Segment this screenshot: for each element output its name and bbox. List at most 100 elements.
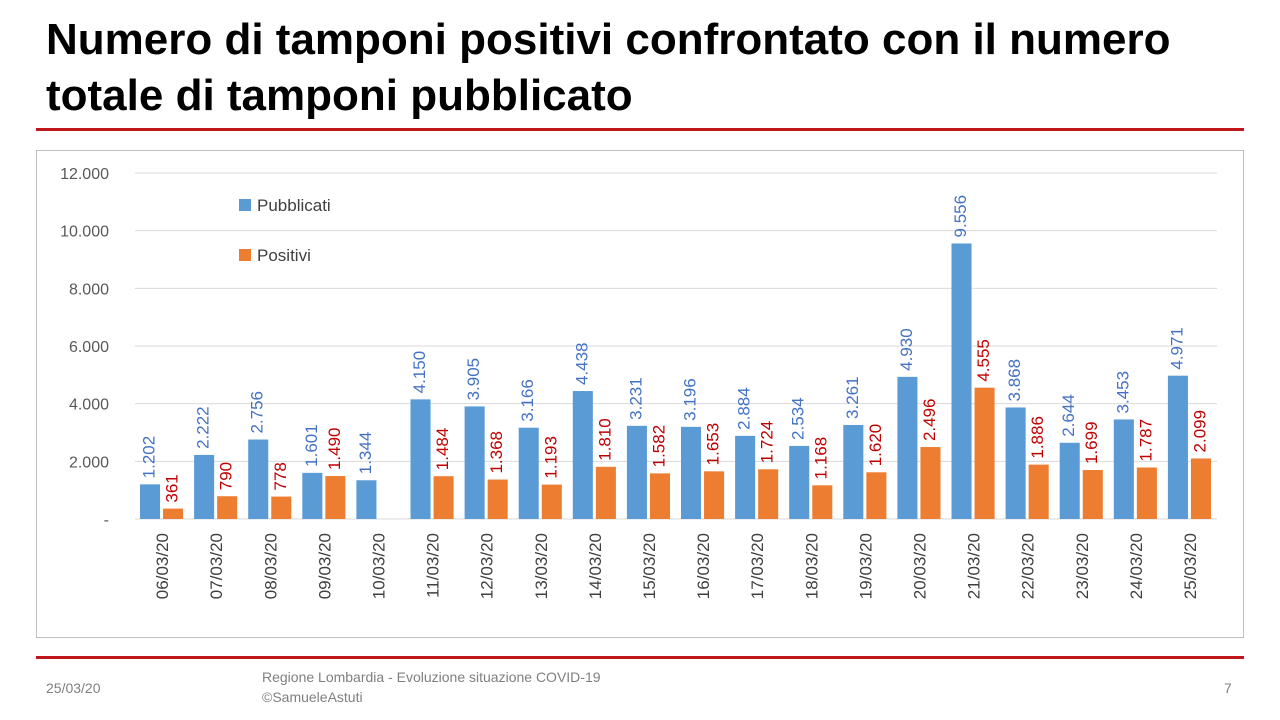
bar-positivi bbox=[217, 496, 238, 519]
data-label-pubblicati: 3.196 bbox=[681, 378, 700, 421]
data-label-pubblicati: 3.868 bbox=[1005, 359, 1024, 402]
data-label-pubblicati: 1.601 bbox=[302, 424, 321, 467]
title-divider bbox=[36, 128, 1244, 131]
x-tick-label: 23/03/20 bbox=[1073, 533, 1092, 599]
y-tick-label: - bbox=[104, 512, 109, 529]
bar-positivi bbox=[920, 447, 941, 519]
x-tick-label: 19/03/20 bbox=[856, 533, 875, 599]
bar-pubblicati bbox=[248, 439, 269, 519]
bar-pubblicati bbox=[843, 424, 864, 519]
data-label-pubblicati: 3.231 bbox=[626, 377, 645, 420]
data-label-pubblicati: 4.150 bbox=[410, 351, 429, 394]
x-tick-label: 10/03/20 bbox=[369, 533, 388, 599]
bar-positivi bbox=[541, 484, 562, 519]
data-label-pubblicati: 2.534 bbox=[789, 397, 808, 440]
data-label-positivi: 2.496 bbox=[920, 398, 939, 441]
y-tick-label: 2.000 bbox=[69, 454, 109, 471]
bar-positivi bbox=[1082, 470, 1103, 519]
data-label-pubblicati: 1.344 bbox=[356, 432, 375, 475]
data-label-positivi: 1.368 bbox=[487, 431, 506, 474]
bar-positivi bbox=[1028, 464, 1049, 519]
footer-divider bbox=[36, 656, 1244, 659]
x-tick-label: 12/03/20 bbox=[478, 533, 497, 599]
bar-pubblicati bbox=[951, 243, 972, 519]
data-label-pubblicati: 3.261 bbox=[843, 376, 862, 419]
bar-pubblicati bbox=[464, 406, 485, 519]
bar-positivi bbox=[487, 479, 508, 519]
bar-positivi bbox=[433, 476, 454, 519]
y-tick-label: 10.000 bbox=[60, 224, 109, 241]
bar-positivi bbox=[595, 466, 616, 519]
data-label-pubblicati: 4.438 bbox=[572, 342, 591, 385]
y-tick-label: 4.000 bbox=[69, 397, 109, 414]
bar-pubblicati bbox=[897, 376, 918, 519]
data-label-pubblicati: 1.202 bbox=[140, 436, 159, 479]
bar-chart: - 2.000 4.000 6.000 8.000 10.000 12.000 1.202 36… bbox=[36, 150, 1244, 638]
x-tick-label: 21/03/20 bbox=[965, 533, 984, 599]
data-label-positivi: 1.787 bbox=[1136, 419, 1155, 462]
bar-pubblicati bbox=[1059, 442, 1080, 519]
legend-swatch bbox=[239, 199, 251, 211]
bar-pubblicati bbox=[1113, 419, 1134, 519]
x-tick-label: 17/03/20 bbox=[748, 533, 767, 599]
page-number: 7 bbox=[1224, 680, 1232, 696]
data-label-positivi: 790 bbox=[217, 462, 236, 490]
page-title: Numero di tamponi positivi confrontato c… bbox=[46, 15, 1171, 120]
x-tick-label: 11/03/20 bbox=[424, 533, 443, 598]
data-label-positivi: 1.193 bbox=[541, 436, 560, 479]
data-label-pubblicati: 2.222 bbox=[194, 406, 213, 449]
x-tick-label: 18/03/20 bbox=[802, 533, 821, 599]
bar-pubblicati bbox=[194, 454, 215, 519]
x-tick-label: 24/03/20 bbox=[1127, 533, 1146, 599]
x-tick-label: 13/03/20 bbox=[532, 533, 551, 599]
data-label-pubblicati: 2.756 bbox=[248, 391, 267, 434]
data-label-positivi: 1.484 bbox=[433, 428, 452, 471]
data-label-pubblicati: 3.166 bbox=[518, 379, 537, 422]
data-label-positivi: 1.582 bbox=[649, 425, 668, 468]
bar-pubblicati bbox=[626, 425, 647, 519]
bar-pubblicati bbox=[302, 472, 323, 519]
bar-positivi bbox=[704, 471, 725, 519]
bar-pubblicati bbox=[140, 484, 161, 519]
footer-source-line: Regione Lombardia - Evoluzione situazion… bbox=[262, 669, 601, 685]
data-label-positivi: 2.099 bbox=[1190, 410, 1209, 453]
legend-swatch bbox=[239, 249, 251, 261]
chart-svg: - 2.000 4.000 6.000 8.000 10.000 12.000 1.20236… bbox=[60, 166, 1217, 599]
data-label-pubblicati: 3.453 bbox=[1113, 371, 1132, 414]
bar-positivi bbox=[866, 472, 887, 519]
data-label-positivi: 778 bbox=[271, 462, 290, 490]
legend-label: Pubblicati bbox=[257, 196, 331, 215]
bar-positivi bbox=[271, 496, 292, 519]
bar-positivi bbox=[1136, 467, 1157, 519]
x-tick-label: 16/03/20 bbox=[694, 533, 713, 599]
bar-pubblicati bbox=[789, 445, 810, 519]
data-label-positivi: 4.555 bbox=[974, 339, 993, 382]
data-label-pubblicati: 4.971 bbox=[1167, 327, 1186, 370]
y-tick-label: 6.000 bbox=[69, 339, 109, 356]
data-label-pubblicati: 2.644 bbox=[1059, 394, 1078, 437]
bar-pubblicati bbox=[572, 391, 593, 519]
data-label-pubblicati: 2.884 bbox=[735, 387, 754, 430]
x-tick-label: 22/03/20 bbox=[1019, 533, 1038, 599]
bar-positivi bbox=[974, 387, 995, 519]
data-label-positivi: 1.620 bbox=[866, 424, 885, 467]
data-label-positivi: 1.724 bbox=[758, 421, 777, 464]
x-tick-label: 15/03/20 bbox=[640, 533, 659, 599]
data-label-positivi: 1.490 bbox=[325, 427, 344, 470]
y-tick-label: 12.000 bbox=[60, 166, 109, 183]
data-label-pubblicati: 4.930 bbox=[897, 328, 916, 371]
footer-date: 25/03/20 bbox=[46, 680, 101, 696]
bar-pubblicati bbox=[518, 427, 539, 519]
bar-positivi bbox=[163, 508, 184, 519]
legend-label: Positivi bbox=[257, 246, 311, 265]
data-label-positivi: 1.653 bbox=[704, 423, 723, 466]
data-label-positivi: 1.699 bbox=[1082, 421, 1101, 464]
x-tick-label: 20/03/20 bbox=[910, 533, 929, 599]
footer-copyright: ©SamueleAstuti bbox=[262, 689, 363, 705]
footer-source: Regione Lombardia - Evoluzione situazion… bbox=[262, 667, 601, 707]
x-tick-label: 06/03/20 bbox=[153, 533, 172, 599]
y-tick-label: 8.000 bbox=[69, 281, 109, 298]
data-label-positivi: 361 bbox=[163, 474, 182, 502]
bar-pubblicati bbox=[735, 435, 756, 519]
bar-pubblicati bbox=[410, 399, 431, 519]
